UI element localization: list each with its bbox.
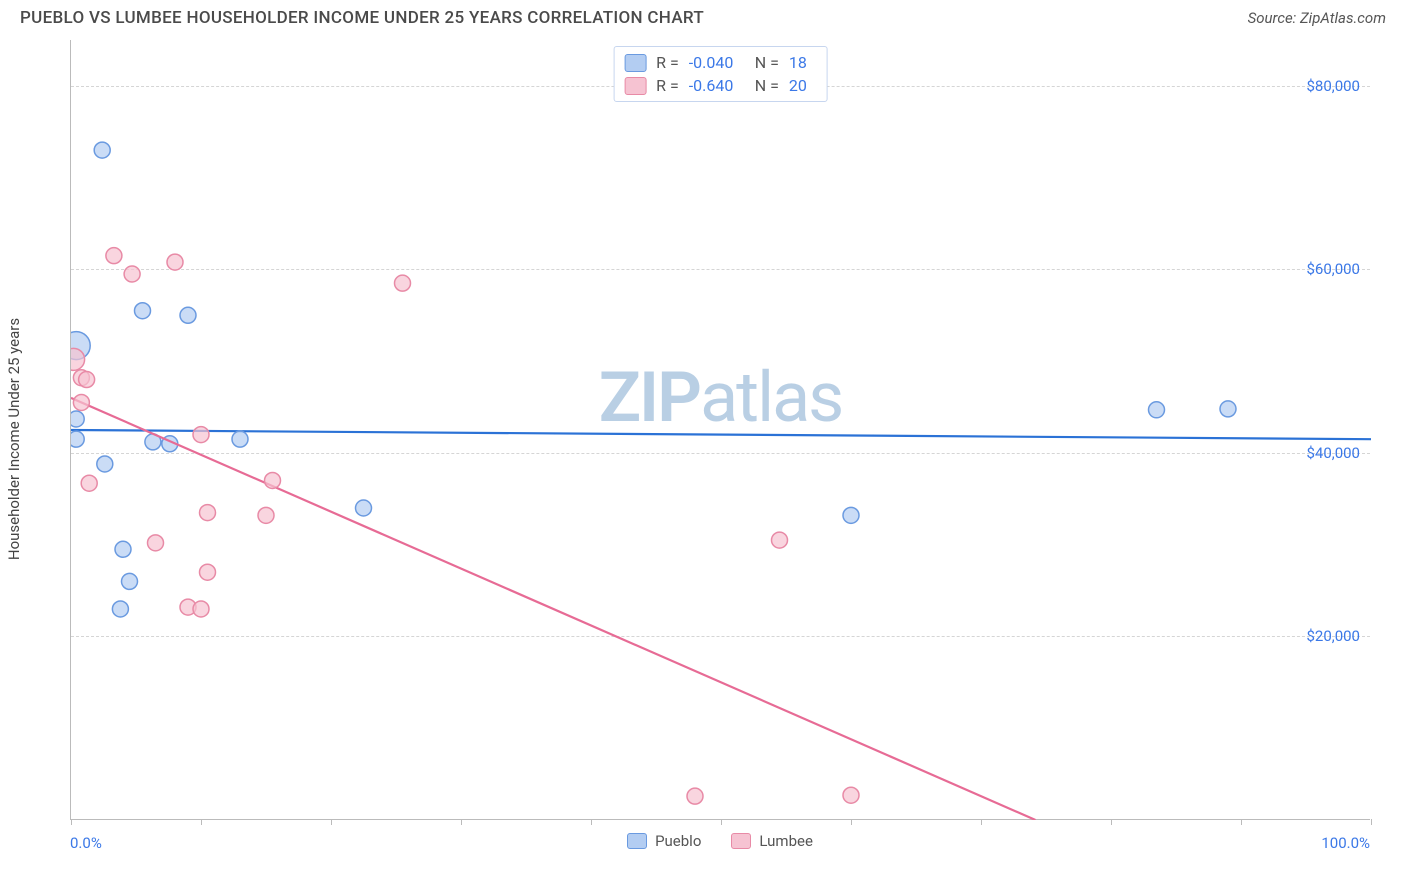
data-point <box>1220 401 1236 417</box>
data-point <box>81 475 97 491</box>
legend-swatch <box>627 833 647 849</box>
correlation-legend-row: R = -0.640 N = 20 <box>624 74 817 97</box>
data-point <box>79 372 95 388</box>
trend-line <box>71 430 1371 439</box>
data-point <box>395 275 411 291</box>
correlation-legend: R = -0.040 N = 18 R = -0.640 N = 20 <box>613 46 828 102</box>
data-point <box>115 541 131 557</box>
legend-n-label: N = <box>755 76 779 95</box>
data-point <box>148 535 164 551</box>
series-legend-label: Pueblo <box>655 832 701 850</box>
data-point <box>135 303 151 319</box>
data-point <box>193 601 209 617</box>
data-point <box>71 411 84 427</box>
chart-svg <box>71 40 1371 820</box>
series-legend-item: Lumbee <box>731 832 813 850</box>
legend-r-label: R = <box>656 53 679 72</box>
data-point <box>167 254 183 270</box>
legend-r-value: -0.040 <box>689 53 745 72</box>
series-legend: Pueblo Lumbee <box>70 820 1370 850</box>
data-point <box>94 142 110 158</box>
y-axis-label: Householder Income Under 25 years <box>5 318 23 560</box>
trend-line <box>71 398 1036 820</box>
data-point <box>232 431 248 447</box>
data-point <box>71 431 84 447</box>
source-attribution: Source: ZipAtlas.com <box>1248 9 1386 27</box>
correlation-legend-row: R = -0.040 N = 18 <box>624 51 817 74</box>
data-point <box>356 500 372 516</box>
legend-r-label: R = <box>656 76 679 95</box>
x-tick <box>1371 819 1372 825</box>
chart-title: PUEBLO VS LUMBEE HOUSEHOLDER INCOME UNDE… <box>20 8 704 28</box>
legend-swatch <box>731 833 751 849</box>
data-point <box>200 505 216 521</box>
data-point <box>124 266 140 282</box>
data-point <box>843 507 859 523</box>
data-point <box>112 601 128 617</box>
data-point <box>265 472 281 488</box>
data-point <box>687 788 703 804</box>
series-legend-item: Pueblo <box>627 832 701 850</box>
data-point <box>97 456 113 472</box>
legend-n-label: N = <box>755 53 779 72</box>
data-point <box>1149 402 1165 418</box>
data-point <box>122 573 138 589</box>
series-legend-label: Lumbee <box>759 832 813 850</box>
legend-swatch <box>624 54 646 72</box>
data-point <box>73 394 89 410</box>
chart-header: PUEBLO VS LUMBEE HOUSEHOLDER INCOME UNDE… <box>0 0 1406 40</box>
data-point <box>772 532 788 548</box>
legend-r-value: -0.640 <box>689 76 745 95</box>
data-point <box>843 787 859 803</box>
chart-container: Householder Income Under 25 years ZIPatl… <box>20 40 1386 820</box>
data-point <box>193 427 209 443</box>
data-point <box>180 307 196 323</box>
data-point <box>258 507 274 523</box>
legend-n-value: 18 <box>789 53 817 72</box>
plot-area: ZIPatlas R =-0.040N =18R =-0.640N =20 $2… <box>70 40 1370 820</box>
data-point <box>106 248 122 264</box>
legend-swatch <box>624 77 646 95</box>
legend-n-value: 20 <box>789 76 817 95</box>
data-point <box>200 564 216 580</box>
